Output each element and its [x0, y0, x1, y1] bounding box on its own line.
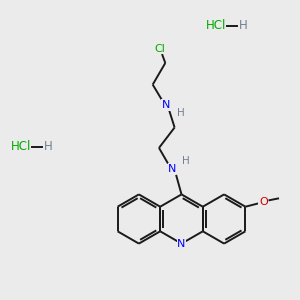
Text: N: N [162, 100, 170, 110]
Text: HCl: HCl [206, 19, 226, 32]
Text: N: N [168, 164, 177, 174]
Text: H: H [44, 140, 53, 154]
Text: H: H [182, 156, 190, 167]
Text: N: N [177, 238, 186, 249]
Text: HCl: HCl [11, 140, 31, 154]
Text: Cl: Cl [154, 44, 165, 54]
Text: O: O [259, 197, 268, 207]
Text: H: H [239, 19, 248, 32]
Text: H: H [177, 108, 184, 118]
